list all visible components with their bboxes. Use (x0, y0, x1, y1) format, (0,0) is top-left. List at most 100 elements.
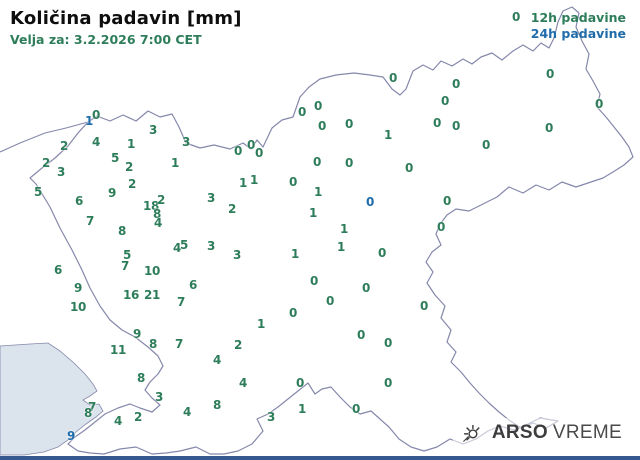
station-value: 5 (179, 238, 189, 252)
station-value: 1 (126, 137, 136, 151)
station-value: 0 (288, 306, 298, 320)
station-value: 0 (312, 155, 322, 169)
station-value: 0 (233, 144, 243, 158)
station-value: 1 (249, 173, 259, 187)
station-value: 0 (361, 281, 371, 295)
station-value: 1 (84, 114, 94, 128)
station-value: 0 (511, 10, 521, 24)
station-value: 5 (33, 185, 43, 199)
station-value: 3 (206, 191, 216, 205)
station-value: 3 (266, 410, 276, 424)
station-value: 4 (91, 135, 101, 149)
station-value: 2 (156, 193, 166, 207)
station-value: 0 (365, 195, 375, 209)
station-value: 2 (127, 177, 137, 191)
station-value: 0 (451, 119, 461, 133)
station-value: 0 (545, 67, 555, 81)
station-value: 1 (339, 222, 349, 236)
station-value: 1 (313, 185, 323, 199)
station-value: 9 (107, 186, 117, 200)
station-value: 3 (206, 239, 216, 253)
station-value: 8 (117, 224, 127, 238)
station-value: 0 (344, 117, 354, 131)
station-value: 10 (143, 264, 161, 278)
station-value: 6 (188, 278, 198, 292)
station-value: 1 (238, 176, 248, 190)
station-value: 0 (288, 175, 298, 189)
station-value: 0 (481, 138, 491, 152)
station-value: 4 (113, 414, 123, 428)
station-value: 0 (313, 99, 323, 113)
arso-vreme-logo[interactable]: ARSO VREME (452, 418, 630, 448)
station-value: 0 (432, 116, 442, 130)
legend-24h-label: 24h padavine (530, 26, 626, 41)
station-value: 1 (170, 156, 180, 170)
station-value: 2 (41, 156, 51, 170)
station-value: 7 (176, 295, 186, 309)
title-block: Količina padavin [mm] Velja za: 3.2.2026… (10, 8, 242, 47)
station-value: 0 (404, 161, 414, 175)
station-value: 9 (66, 429, 76, 443)
station-value: 1 (308, 206, 318, 220)
station-value: 8 (152, 207, 162, 221)
station-value: 8 (83, 406, 93, 420)
station-value: 5 (122, 248, 132, 262)
sun-icon (461, 422, 483, 444)
station-value: 3 (154, 390, 164, 404)
station-value: 8 (212, 398, 222, 412)
station-value: 3 (232, 248, 242, 262)
station-value: 3 (181, 135, 191, 149)
station-value: 0 (594, 97, 604, 111)
station-value: 0 (451, 77, 461, 91)
station-value: 7 (87, 400, 97, 414)
station-value: 0 (383, 376, 393, 390)
station-value: 0 (295, 376, 305, 390)
station-value: 7 (120, 259, 130, 273)
station-value: 4 (182, 405, 192, 419)
station-value: 10 (69, 300, 87, 314)
station-value: 5 (110, 151, 120, 165)
station-value: 0 (309, 274, 319, 288)
station-value: 0 (254, 146, 264, 160)
legend-12h-label: 12h padavine (530, 10, 626, 25)
station-value: 11 (109, 343, 127, 357)
station-value: 0 (544, 121, 554, 135)
slovenia-border (29, 6, 634, 455)
station-value: 8 (148, 337, 158, 351)
station-value: 8 (136, 371, 146, 385)
station-value: 4 (212, 353, 222, 367)
station-value: 1 (383, 128, 393, 142)
station-value: 1 (256, 317, 266, 331)
logo-arso: ARSO (491, 422, 548, 443)
station-value: 9 (73, 281, 83, 295)
station-value: 0 (356, 328, 366, 342)
station-value: 2 (233, 338, 243, 352)
station-value: 1 (336, 240, 346, 254)
station-value: 1 (290, 247, 300, 261)
station-value: 0 (419, 299, 429, 313)
station-value: 0 (440, 94, 450, 108)
station-value: 0 (246, 138, 256, 152)
station-value: 0 (297, 105, 307, 119)
logo-text: ARSO VREME (492, 422, 622, 444)
station-value: 4 (172, 241, 182, 255)
legend: 12h padavine 24h padavine (531, 10, 626, 42)
station-value: 7 (174, 337, 184, 351)
station-value: 4 (153, 216, 163, 230)
sea-polygon (0, 342, 104, 456)
station-value: 2 (133, 410, 143, 424)
station-value: 3 (148, 123, 158, 137)
station-value: 6 (74, 194, 84, 208)
station-value: 21 (143, 288, 161, 302)
station-value: 0 (436, 220, 446, 234)
station-value: 4 (238, 376, 248, 390)
page-title: Količina padavin [mm] (10, 8, 242, 29)
station-value: 2 (227, 202, 237, 216)
station-value: 0 (351, 402, 361, 416)
station-value: 2 (124, 160, 134, 174)
station-value: 2 (59, 139, 69, 153)
station-value: 1 (297, 402, 307, 416)
logo-vreme: VREME (552, 422, 622, 443)
station-value: 0 (377, 246, 387, 260)
